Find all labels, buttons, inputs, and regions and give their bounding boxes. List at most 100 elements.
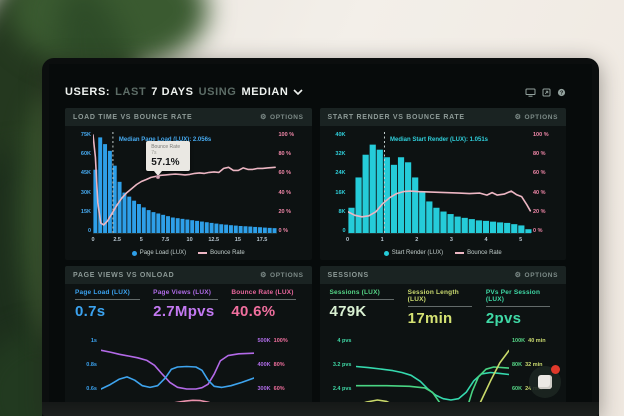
help-icon[interactable]: ? — [557, 88, 566, 97]
chart-load-time[interactable]: Bounce Rate 7s 57.1% Median Page Load (L… — [93, 132, 277, 234]
options-label: OPTIONS — [270, 271, 304, 279]
panel-title: SESSIONS — [327, 271, 369, 279]
gear-icon: ⚙ — [514, 271, 522, 279]
axis-tick: 0.6s — [86, 386, 97, 392]
axis-tick: 15 — [234, 237, 241, 243]
stat-pvs-per-session-lux-: PVs Per Session (LUX) 2pvs — [485, 289, 556, 332]
axis-tick: 16K — [335, 189, 346, 196]
tooltip-arrow — [154, 171, 163, 177]
axis-tick: 15K — [80, 208, 91, 215]
axis-tick: 60K — [80, 151, 91, 158]
chart-legend: Page Load (LUX) Bounce Rate — [65, 248, 312, 258]
panel-title: START RENDER VS BOUNCE RATE — [327, 113, 465, 121]
axis-tick: 45K — [80, 170, 91, 177]
options-button[interactable]: ⚙ OPTIONS — [260, 272, 303, 279]
chart-start-render[interactable]: Median Start Render (LUX): 1.051s — [347, 132, 531, 234]
axis-tick: 30K — [80, 189, 91, 196]
axis-tick: 75K — [80, 132, 91, 138]
axis-tick: 40 % — [278, 189, 292, 196]
axis-tick: 0 — [345, 237, 350, 243]
gear-icon: ⚙ — [260, 113, 268, 121]
median-marker-label: Median Page Load (LUX): 2.056s — [118, 137, 212, 144]
axis-tick: 80K 32 min — [512, 362, 543, 368]
panel-start-render: START RENDER VS BOUNCE RATE ⚙ OPTIONS 40… — [319, 108, 567, 260]
stats-row: Sessions (LUX) 479K Session Length (LUX) 17… — [320, 284, 567, 332]
axis-tick: 17.5 — [256, 237, 268, 243]
axis-tick: 80 % — [533, 151, 546, 158]
legend-item[interactable]: Bounce Rate — [198, 250, 245, 256]
chat-widget-button[interactable] — [529, 365, 561, 398]
axis-tick: 12.5 — [208, 237, 220, 243]
axis-tick: 0 — [91, 237, 95, 243]
axis-tick: 20 % — [278, 208, 292, 215]
laptop: USERS: LAST 7 DAYS USING MEDIAN ? LOAD TIME … — [42, 58, 599, 416]
axis-tick: 40K — [335, 132, 346, 138]
axis-tick: 1s — [90, 338, 97, 344]
axis-tick: 0 % — [533, 227, 543, 234]
axis-tick: 100K 40 min — [512, 338, 546, 344]
axis-tick: 40 % — [533, 189, 546, 196]
panel-page-views: PAGE VIEWS VS ONLOAD ⚙ OPTIONS Page Load… — [65, 266, 312, 402]
axis-tick: 0 % — [278, 227, 288, 234]
axis-tick: 1 — [380, 237, 384, 243]
title-segment: MEDIAN — [241, 86, 289, 98]
axis-tick: 100 % — [278, 132, 295, 138]
title-segment: USING — [198, 86, 237, 98]
panel-title: LOAD TIME VS BOUNCE RATE — [73, 113, 193, 121]
chart-canvas — [101, 349, 254, 402]
monitor-icon[interactable] — [525, 88, 536, 97]
legend-item[interactable]: Bounce Rate — [455, 250, 502, 256]
x-axis: 0 1 2 3 4 5 — [345, 237, 532, 246]
chart-canvas — [355, 349, 509, 402]
axis-tick: 7.5 — [161, 237, 170, 243]
chart-page-views[interactable] — [101, 338, 254, 402]
legend-item[interactable]: Page Load (LUX) — [131, 250, 186, 256]
title-segment: 7 DAYS — [151, 86, 194, 98]
y-axis-left: 75K 60K 45K 30K 15K 0 — [67, 132, 91, 234]
axis-tick: 3.2 pvs — [332, 362, 352, 368]
title-segment: USERS: — [65, 86, 111, 98]
y-axis-left: 1s0.8s0.6s0.4s — [69, 338, 97, 402]
options-button[interactable]: ⚙ OPTIONS — [260, 114, 303, 121]
axis-tick: 400K 80% — [257, 362, 285, 368]
tooltip-point — [156, 175, 161, 180]
timeframe-dropdown[interactable]: USERS: LAST 7 DAYS USING MEDIAN — [65, 86, 288, 98]
y-axis-left: 40K 32K 24K 16K 8K 0 — [322, 132, 346, 234]
stats-row: Page Load (LUX) 0.7s Page Views (LUX) 2.7Mp… — [65, 284, 312, 332]
svg-text:?: ? — [560, 90, 564, 96]
gear-icon: ⚙ — [514, 113, 522, 121]
options-label: OPTIONS — [270, 113, 304, 121]
axis-tick: 100 % — [533, 132, 549, 138]
axis-tick: 60 % — [533, 170, 546, 177]
axis-tick: 500K 100% — [257, 338, 288, 344]
chevron-down-icon — [293, 89, 304, 95]
stat-bounce-rate-lux-: Bounce Rate (LUX) 40.6% — [231, 289, 301, 332]
axis-tick: 5 — [519, 237, 523, 243]
panel-header: START RENDER VS BOUNCE RATE ⚙ OPTIONS — [319, 108, 566, 126]
options-button[interactable]: ⚙ OPTIONS — [515, 114, 558, 121]
stat-page-load-lux-: Page Load (LUX) 0.7s — [75, 289, 145, 332]
y-axis-right: 100 % 80 % 60 % 40 % 20 % 0 % — [533, 132, 565, 234]
axis-tick: 32K — [335, 151, 346, 158]
tooltip-sub: 7s — [151, 150, 157, 157]
chart-legend: Start Render (LUX) Bounce Rate — [320, 248, 567, 258]
y-axis-right: 100 % 80 % 60 % 40 % 20 % 0 % — [279, 132, 311, 234]
options-label: OPTIONS — [524, 271, 558, 279]
panel-header: SESSIONS ⚙ OPTIONS — [319, 266, 566, 284]
chart-sessions[interactable] — [355, 338, 509, 402]
axis-tick: 4 pvs — [337, 338, 352, 344]
stat-page-views-lux-: Page Views (LUX) 2.7Mpvs — [153, 289, 223, 332]
laptop-screen: USERS: LAST 7 DAYS USING MEDIAN ? LOAD TIME … — [49, 64, 592, 402]
chart-canvas — [93, 132, 277, 233]
tooltip-value: 57.1% — [151, 157, 180, 169]
panel-title: PAGE VIEWS VS ONLOAD — [73, 271, 175, 279]
axis-tick: 8K — [338, 208, 346, 215]
options-label: OPTIONS — [524, 113, 558, 121]
gear-icon: ⚙ — [260, 271, 268, 279]
axis-tick: 0 — [87, 227, 91, 234]
laptop-hinge — [42, 402, 599, 416]
axis-tick: 0 — [342, 227, 346, 234]
share-icon[interactable] — [542, 88, 551, 97]
options-button[interactable]: ⚙ OPTIONS — [515, 272, 558, 279]
legend-item[interactable]: Start Render (LUX) — [383, 250, 443, 256]
